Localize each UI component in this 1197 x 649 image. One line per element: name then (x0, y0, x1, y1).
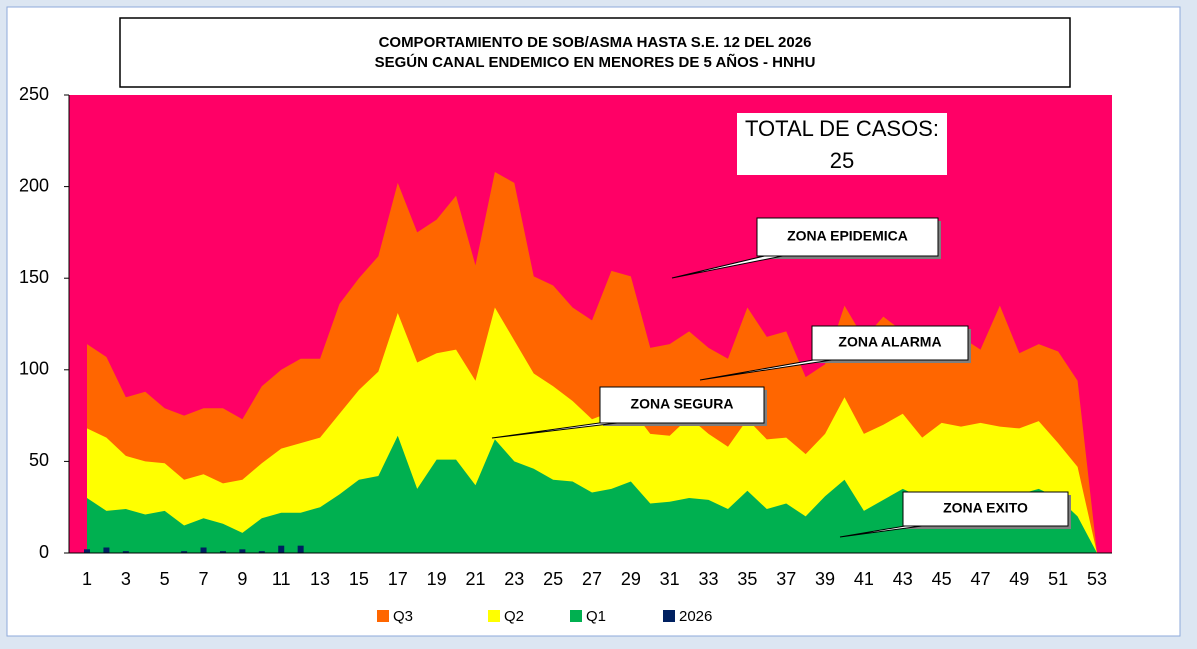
chart-title: SEGÚN CANAL ENDEMICO EN MENORES DE 5 AÑO… (375, 53, 816, 71)
callout-box (811, 325, 969, 361)
y-tick-label: 200 (19, 175, 49, 195)
legend-swatch (663, 610, 675, 622)
x-tick-label: 17 (388, 569, 408, 589)
y-tick-label: 250 (19, 84, 49, 104)
area (87, 435, 1097, 553)
x-tick-label: 23 (504, 569, 524, 589)
legend-label: Q1 (586, 608, 606, 625)
x-tick-label: 5 (160, 569, 170, 589)
legend-swatch (488, 610, 500, 622)
x-tick-label: 53 (1087, 569, 1107, 589)
legend-label: Q3 (393, 608, 413, 625)
x-tick-label: 37 (776, 569, 796, 589)
x-tick-label: 1 (82, 569, 92, 589)
x-tick-label: 35 (737, 569, 757, 589)
bar (297, 545, 304, 553)
callout-label: ZONA EXITO (943, 500, 1028, 516)
x-tick-label: 13 (310, 569, 330, 589)
bar (239, 549, 246, 553)
x-tick-label: 25 (543, 569, 563, 589)
x-tick-label: 27 (582, 569, 602, 589)
bar (103, 547, 110, 553)
x-tick-label: 19 (427, 569, 447, 589)
callout-box (756, 217, 939, 257)
bar (181, 551, 188, 553)
y-tick-label: 100 (19, 359, 49, 379)
bar (200, 547, 207, 553)
bar (278, 545, 285, 553)
x-tick-label: 49 (1009, 569, 1029, 589)
x-tick-label: 9 (237, 569, 247, 589)
x-tick-label: 43 (893, 569, 913, 589)
y-tick-label: 0 (39, 542, 49, 562)
bar (219, 551, 226, 553)
x-tick-label: 21 (465, 569, 485, 589)
y-tick-label: 150 (19, 267, 49, 287)
x-tick-label: 39 (815, 569, 835, 589)
legend-label: 2026 (679, 608, 712, 625)
chart-title: COMPORTAMIENTO DE SOB/ASMA HASTA S.E. 12… (379, 34, 812, 51)
x-tick-label: 29 (621, 569, 641, 589)
x-tick-label: 11 (272, 569, 291, 589)
y-tick-label: 50 (29, 450, 49, 470)
bar (258, 551, 265, 553)
legend-label: Q2 (504, 608, 524, 625)
x-tick-label: 41 (854, 569, 874, 589)
x-tick-label: 45 (932, 569, 952, 589)
callout-box (599, 386, 765, 424)
bar (84, 549, 90, 553)
total-box: TOTAL DE CASOS: 25 (737, 113, 947, 175)
legend-swatch (377, 610, 389, 622)
x-tick-label: 3 (121, 569, 131, 589)
legend-swatch (570, 610, 582, 622)
title-box (119, 17, 1071, 88)
callout-box (902, 491, 1069, 527)
callout-label: ZONA ALARMA (838, 334, 941, 350)
x-tick-label: 51 (1048, 569, 1068, 589)
x-tick-label: 31 (660, 569, 680, 589)
x-tick-label: 47 (970, 569, 990, 589)
callout-label: ZONA SEGURA (631, 396, 734, 412)
callout-label: ZONA EPIDEMICA (787, 228, 908, 244)
x-tick-label: 15 (349, 569, 369, 589)
x-tick-label: 33 (699, 569, 719, 589)
bar (122, 551, 129, 553)
x-tick-label: 7 (199, 569, 209, 589)
